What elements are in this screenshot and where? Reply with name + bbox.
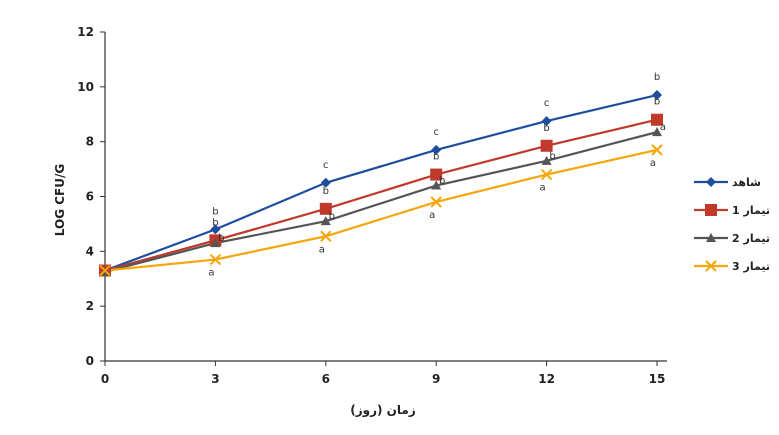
legend-marker — [705, 204, 717, 216]
y-tick-label: 10 — [77, 80, 94, 94]
data-point — [431, 144, 442, 155]
significance-letter: b — [323, 186, 329, 197]
significance-letter: a — [319, 244, 325, 255]
significance-letter: a — [660, 122, 666, 133]
data-point — [541, 116, 552, 127]
plot-lines — [104, 93, 658, 273]
data-point — [651, 113, 663, 126]
significance-letter: b — [439, 176, 445, 187]
data-point — [540, 168, 553, 181]
plot-markers — [99, 90, 663, 277]
data-point — [652, 127, 662, 137]
x-marker-stroke — [99, 264, 111, 277]
legend-label: شاهد — [732, 176, 761, 189]
x-marker-stroke — [705, 260, 717, 272]
x-tick-label: 6 — [322, 372, 330, 386]
x-marker-stroke — [540, 168, 553, 181]
data-point — [430, 168, 443, 181]
legend-marker — [706, 177, 716, 187]
legend: شاهد تیمار 1 تیمار 2 تیمار 3 — [694, 176, 770, 273]
legend-label: تیمار 2 — [732, 232, 770, 245]
significance-letter: c — [323, 160, 329, 171]
series-line — [104, 118, 658, 272]
y-tick-label: 2 — [86, 299, 94, 313]
legend-item: تیمار 2 — [694, 232, 770, 245]
data-point — [210, 238, 221, 248]
data-point — [430, 196, 442, 208]
significance-letter: b — [329, 211, 335, 222]
series-line — [104, 148, 658, 272]
significance-letter: c — [544, 98, 550, 109]
legend-label: تیمار 1 — [732, 204, 770, 217]
series-line — [104, 131, 658, 273]
x-marker-stroke — [430, 196, 442, 208]
x-marker-stroke — [651, 144, 663, 156]
series-line — [104, 93, 658, 272]
legend-item: تیمار 1 — [694, 204, 770, 217]
data-point — [540, 139, 553, 152]
significance-letter: b — [212, 206, 218, 217]
significance-letter: a — [540, 183, 546, 194]
y-axis-title: LOG CFU/G — [53, 164, 67, 236]
significance-letter: b — [212, 217, 218, 228]
y-tick-label: 8 — [86, 135, 94, 149]
significance-letter: b — [654, 72, 660, 83]
y-tick-label: 6 — [86, 190, 94, 204]
x-tick-label: 15 — [649, 372, 666, 386]
legend-marker — [705, 260, 717, 272]
significance-letter: c — [433, 127, 439, 138]
data-point — [320, 216, 331, 226]
data-point — [651, 144, 663, 156]
y-tick-label: 4 — [86, 244, 94, 258]
x-tick-label: 0 — [101, 372, 109, 386]
significance-letter: a — [650, 158, 656, 169]
significance-letter: b — [543, 123, 549, 134]
y-tick-label: 12 — [77, 25, 94, 39]
x-marker-stroke — [209, 253, 222, 266]
data-point — [319, 202, 332, 215]
significance-letter: b — [218, 233, 224, 244]
x-tick-label: 3 — [211, 372, 219, 386]
data-point — [541, 155, 552, 165]
data-point — [320, 177, 331, 188]
significance-letter: b — [654, 97, 660, 108]
significance-letter: a — [208, 268, 214, 279]
significance-letter: b — [433, 152, 439, 163]
x-axis-title: زمان (روز) — [350, 403, 416, 418]
data-point — [320, 230, 332, 242]
data-point — [209, 253, 222, 266]
legend-item: تیمار 3 — [694, 260, 770, 273]
data-point — [210, 224, 221, 235]
significance-letter: b — [549, 151, 555, 162]
legend-marker — [706, 233, 716, 242]
x-tick-label: 9 — [432, 372, 440, 386]
significance-letter: a — [429, 210, 435, 221]
data-point — [652, 90, 662, 101]
x-marker-stroke — [320, 230, 332, 242]
x-tick-label: 12 — [538, 372, 555, 386]
y-tick-label: 0 — [86, 354, 94, 368]
data-point — [99, 264, 111, 277]
chart-axes: 0 3 6 9 12 15 0 2 4 6 8 10 12 — [77, 25, 667, 386]
data-point — [431, 180, 442, 190]
legend-item: شاهد — [694, 176, 761, 189]
legend-label: تیمار 3 — [732, 260, 770, 273]
